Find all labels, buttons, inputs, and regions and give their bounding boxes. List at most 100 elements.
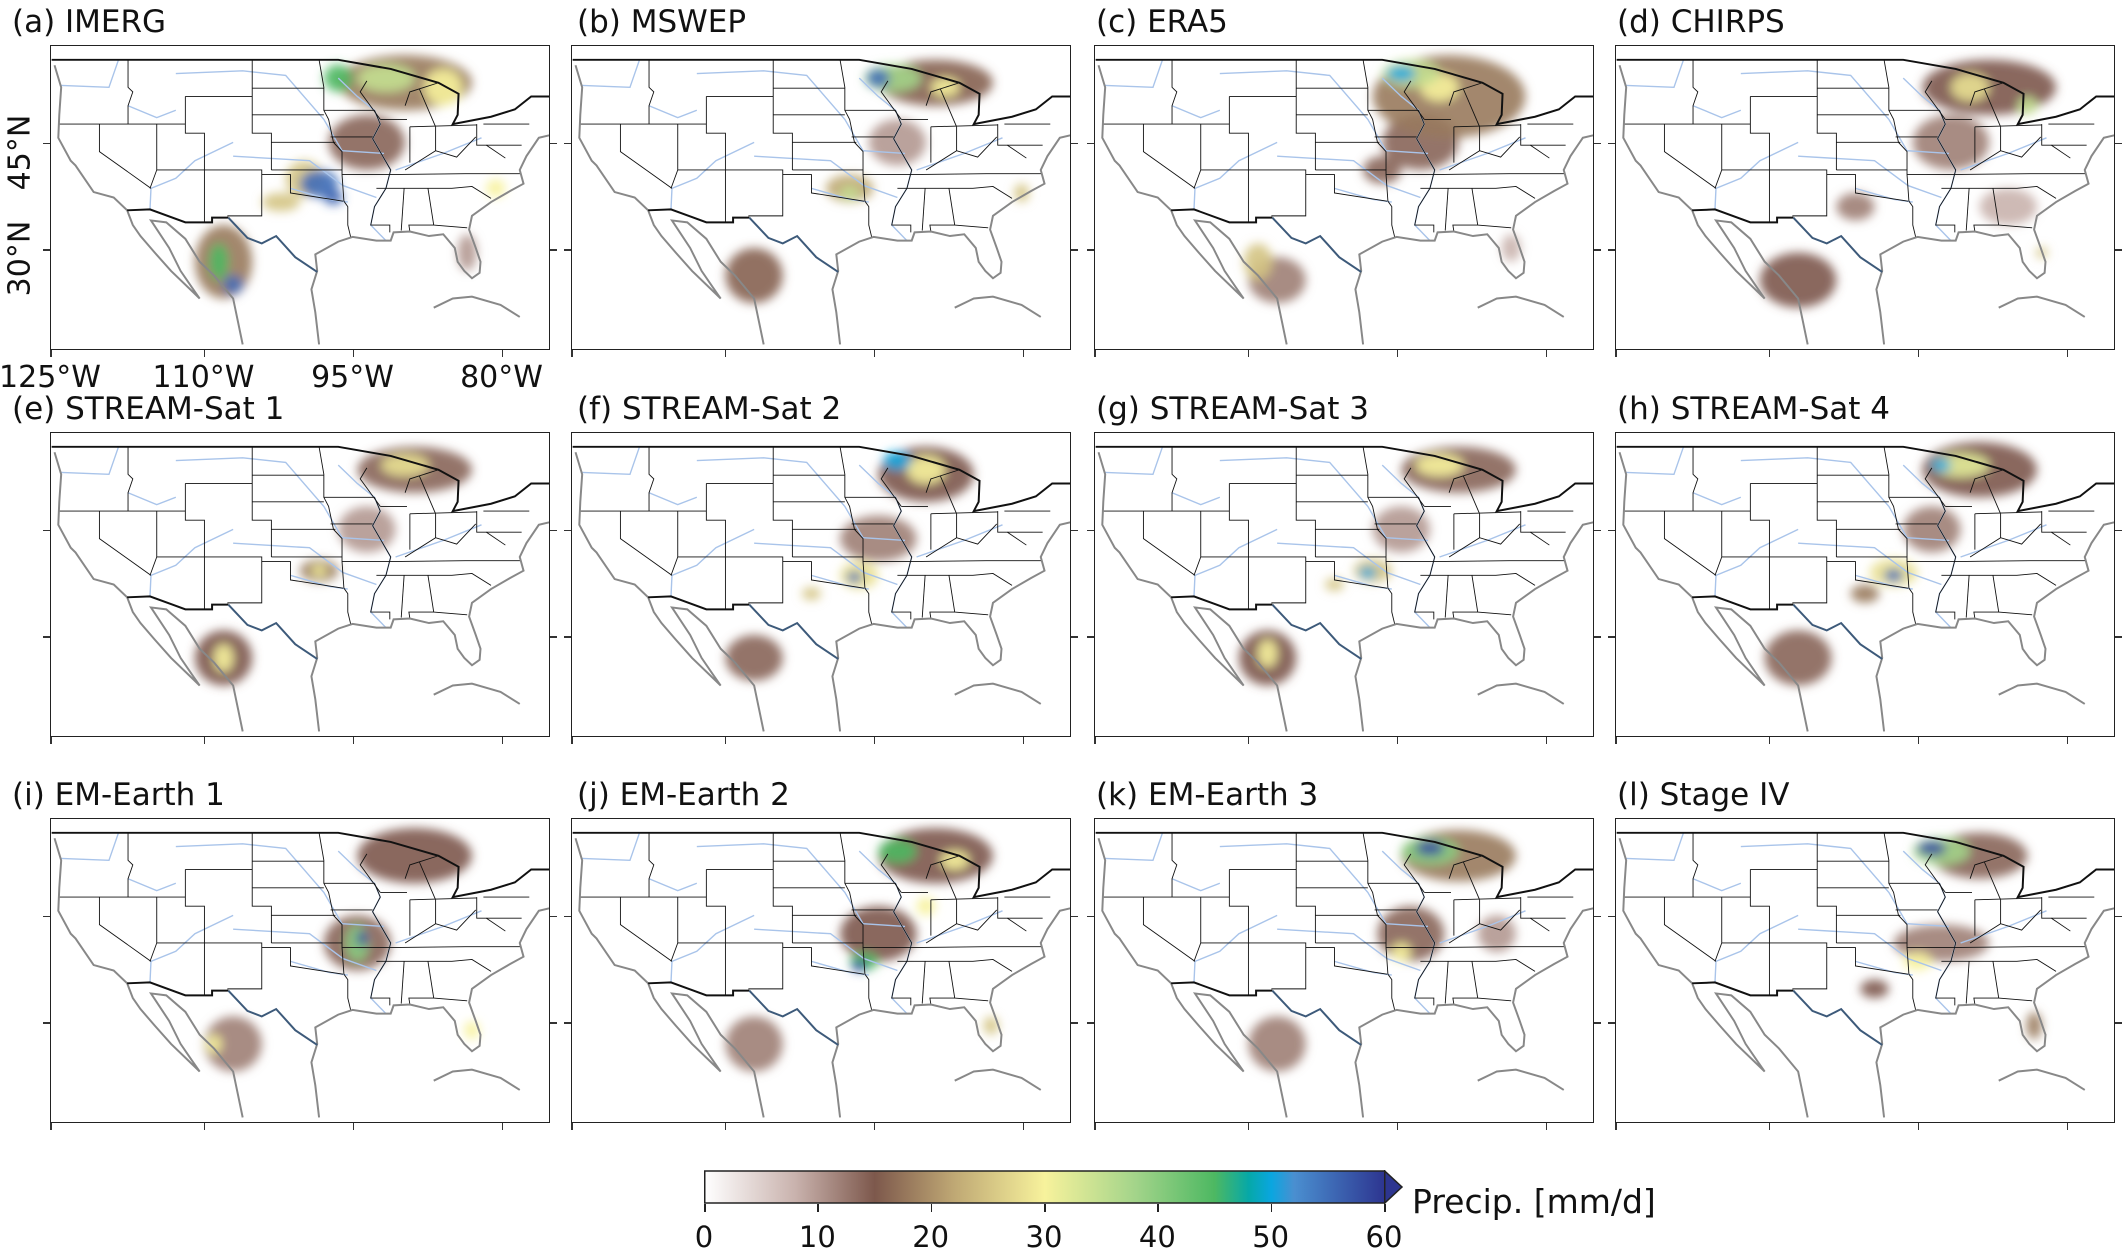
precip-map: [571, 45, 1071, 350]
state-border: [1305, 561, 1388, 589]
coastline: [433, 1068, 521, 1091]
coastline: [1354, 134, 1593, 345]
state-border: [897, 573, 1013, 586]
panel-title: (e) STREAM-Sat 1: [12, 391, 285, 427]
lat-tick: [1608, 636, 1615, 638]
country-border: [1095, 445, 1593, 513]
lon-tick: [1094, 1123, 1096, 1130]
lon-tick: [1615, 350, 1617, 357]
precip-region: [1258, 639, 1278, 668]
state-border: [1420, 959, 1536, 972]
state-border: [863, 946, 1042, 948]
state-border: [1907, 946, 2086, 948]
precip-map: [571, 432, 1071, 737]
lon-tick: [50, 1123, 52, 1130]
lon-tick: [724, 350, 726, 357]
state-border: [408, 575, 435, 619]
country-border: [572, 445, 1070, 513]
river: [1193, 528, 1278, 597]
map-panel: [1087, 818, 1601, 1130]
state-border: [1452, 575, 1479, 619]
state-border: [408, 188, 435, 232]
lat-tick: [2115, 915, 2122, 918]
country-border: [1171, 595, 1273, 611]
river: [754, 155, 898, 199]
state-border: [1453, 124, 1521, 128]
precip-region: [214, 644, 234, 672]
state-border: [677, 942, 784, 990]
precip-region: [209, 243, 229, 281]
state-border: [359, 853, 381, 893]
river: [648, 105, 698, 119]
state-border: [486, 531, 506, 546]
state-border: [1974, 511, 2042, 515]
lon-tick: [1247, 1123, 1249, 1130]
lat-tick: [1087, 249, 1094, 251]
precip-region: [1836, 192, 1875, 221]
country-border: [1616, 445, 2114, 513]
river: [175, 843, 385, 928]
lon-tick: [724, 737, 726, 744]
river: [1334, 187, 1392, 203]
precip-region: [1243, 243, 1273, 281]
lon-tick: [571, 1123, 573, 1130]
state-border: [1998, 611, 2033, 616]
precip-region: [1377, 906, 1445, 962]
lat-tick: [564, 142, 571, 145]
state-border: [1692, 446, 1699, 512]
precip-region: [1013, 183, 1030, 203]
state-border: [404, 523, 477, 558]
state-border: [1721, 556, 1828, 604]
state-border: [1452, 188, 1479, 232]
coastline: [1875, 134, 2114, 345]
state-border: [1969, 82, 2004, 106]
river: [1626, 59, 1685, 89]
state-border: [486, 917, 506, 932]
colorbar-tick-label: 10: [798, 1220, 836, 1254]
coastline: [310, 134, 549, 345]
coastline: [1618, 64, 1809, 345]
state-border: [1907, 560, 2086, 562]
river: [395, 137, 482, 171]
river: [582, 832, 641, 862]
colorbar-tick: [704, 1204, 706, 1212]
state-border: [1448, 136, 1521, 171]
panel-title: (b) MSWEP: [577, 4, 747, 40]
country-border: [1616, 58, 2114, 126]
coastline: [433, 682, 521, 705]
river: [1692, 878, 1742, 892]
panel-title: (g) STREAM-Sat 3: [1096, 391, 1370, 427]
country-border: [1171, 208, 1273, 224]
lon-tick: [501, 1123, 503, 1130]
precip-map: [1094, 45, 1594, 350]
state-border: [1984, 88, 2002, 127]
state-border: [954, 997, 989, 1002]
lat-tick: [1594, 142, 1601, 145]
lat-tick: [550, 249, 557, 251]
lat-tick: [43, 249, 50, 251]
river: [61, 832, 120, 862]
colorbar-tick-label: 50: [1252, 1220, 1290, 1254]
precip-region: [328, 114, 406, 170]
lat-tick: [1594, 249, 1601, 251]
river: [1626, 446, 1685, 476]
lat-tick: [2115, 636, 2122, 638]
lon-tick: [873, 737, 875, 744]
precip-region: [204, 1016, 262, 1072]
state-border: [1749, 483, 1770, 610]
lon-tick: [2066, 737, 2068, 744]
precip-region: [878, 839, 917, 864]
river: [175, 70, 385, 155]
country-border: [1692, 208, 1794, 224]
coastline: [1875, 907, 2114, 1118]
state-border: [1965, 961, 1970, 1004]
state-border: [1403, 467, 1425, 507]
precip-region: [2017, 96, 2037, 115]
panel-title: (c) ERA5: [1096, 4, 1228, 40]
river: [1219, 843, 1429, 928]
lat-tick-label: 45°N: [2, 114, 38, 190]
river: [1334, 960, 1392, 976]
state-border: [476, 511, 522, 533]
precip-region: [1884, 568, 1904, 582]
colorbar-gradient: [704, 1169, 1404, 1205]
